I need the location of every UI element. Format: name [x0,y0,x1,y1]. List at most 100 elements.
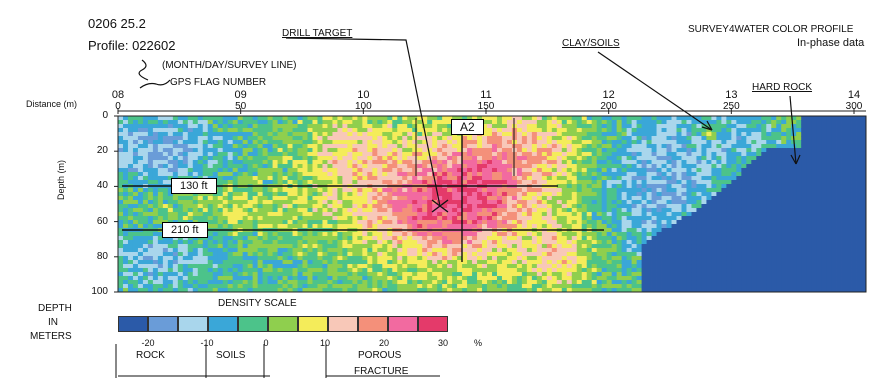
profile-cell [487,188,493,193]
profile-cell [197,288,204,293]
profile-cell [666,264,672,269]
profile-cell [272,168,278,173]
profile-cell [237,244,244,249]
profile-cell [531,168,538,173]
profile-cell [142,244,149,249]
profile-cell [596,192,603,197]
profile-cell [412,116,418,121]
profile-cell [626,156,633,161]
profile-cell [118,152,124,157]
profile-cell [561,216,568,221]
profile-cell [167,208,174,213]
profile-cell [282,244,288,249]
profile-cell [641,280,647,285]
profile-cell [646,256,652,261]
profile-cell [626,256,633,261]
profile-cell [152,260,159,265]
profile-cell [651,220,657,225]
profile-cell [172,208,179,213]
profile-cell [661,132,667,137]
profile-cell [118,120,124,125]
profile-cell [202,256,209,261]
profile-cell [457,268,463,273]
profile-cell [676,212,682,217]
profile-cell [492,188,498,193]
profile-cell [631,264,638,269]
profile-cell [252,204,259,209]
profile-cell [417,144,423,149]
profile-cell [277,284,283,289]
profile-cell [462,196,468,201]
profile-cell [412,240,418,245]
profile-cell [656,228,662,233]
profile-cell [656,264,662,269]
profile-cell [556,116,563,121]
profile-cell [222,280,229,285]
profile-cell [227,160,234,165]
profile-cell [511,260,518,265]
profile-cell [526,160,533,165]
profile-cell [516,148,523,153]
profile-cell [487,148,493,153]
profile-cell [671,256,677,261]
profile-cell [526,132,533,137]
profile-cell [157,284,164,289]
profile-cell [432,116,438,121]
profile-cell [307,176,313,181]
profile-cell [477,176,483,181]
profile-cell [132,152,139,157]
profile-cell [477,256,483,261]
profile-cell [467,204,473,209]
profile-cell [392,128,398,133]
profile-cell [671,208,677,213]
profile-cell [172,156,179,161]
profile-cell [611,188,618,193]
profile-cell [172,160,179,165]
profile-cell [611,216,618,221]
profile-cell [506,116,513,121]
profile-cell [586,284,593,289]
profile-cell [681,200,687,205]
profile-cell [237,180,244,185]
profile-cell [382,164,388,169]
profile-cell [452,276,458,281]
profile-cell [407,208,413,213]
profile-cell [167,192,174,197]
profile-cell [671,152,677,157]
profile-cell [596,156,603,161]
profile-cell [417,252,423,257]
profile-cell [272,196,278,201]
profile-cell [162,252,169,257]
profile-cell [222,188,229,193]
profile-cell [147,260,154,265]
profile-cell [392,124,398,129]
profile-cell [606,200,613,205]
profile-cell [506,196,513,201]
profile-cell [367,284,373,289]
profile-cell [521,120,528,125]
profile-cell [352,124,358,129]
profile-cell [521,164,528,169]
profile-cell [656,260,662,265]
profile-cell [611,124,618,129]
profile-cell [127,164,134,169]
profile-cell [207,220,214,225]
profile-cell [586,128,593,133]
profile-cell [616,264,623,269]
profile-cell [207,196,214,201]
profile-cell [621,196,628,201]
profile-cell [172,236,179,241]
profile-cell [152,220,159,225]
profile-cell [641,208,647,213]
profile-cell [666,156,672,161]
profile-cell [651,284,657,289]
profile-cell [252,200,259,205]
profile-cell [137,188,144,193]
profile-cell [317,148,323,153]
profile-cell [177,212,184,217]
profile-cell [407,160,413,165]
profile-cell [447,264,453,269]
profile-cell [247,216,254,221]
profile-cell [591,160,598,165]
profile-cell [511,132,518,137]
